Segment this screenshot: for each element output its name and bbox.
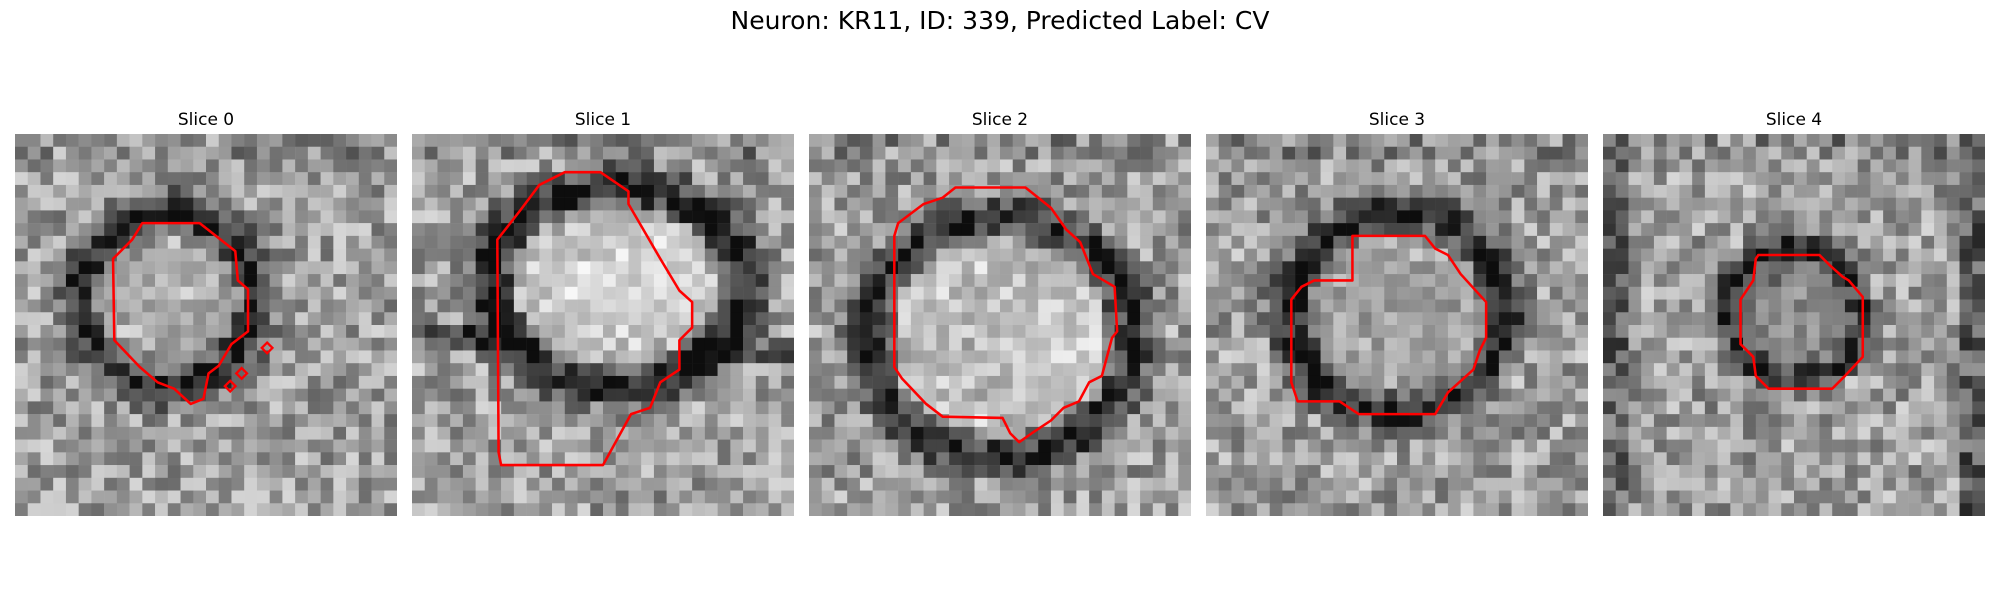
slice-panel-2: Slice 2 <box>809 108 1191 516</box>
pixel-grid <box>15 134 397 516</box>
segmentation-fragment-0 <box>260 340 275 355</box>
segmentation-fragment-2 <box>223 379 238 394</box>
segmentation-contour <box>111 221 250 406</box>
pixel-grid <box>1603 134 1985 516</box>
pixel-grid <box>412 134 794 516</box>
slice-image-4 <box>1603 134 1985 516</box>
slice-image-2 <box>809 134 1191 516</box>
slice-image-1 <box>412 134 794 516</box>
pixel-grid <box>1206 134 1588 516</box>
slice-title-4: Slice 4 <box>1765 110 1823 130</box>
segmentation-contour <box>496 170 694 467</box>
slice-title-2: Slice 2 <box>971 110 1029 130</box>
slice-title-0: Slice 0 <box>177 110 235 130</box>
segmentation-contour <box>1290 234 1488 416</box>
slice-title-3: Slice 3 <box>1368 110 1426 130</box>
slice-title-1: Slice 1 <box>574 110 632 130</box>
slice-panel-0: Slice 0 <box>15 108 397 516</box>
slice-panel-4: Slice 4 <box>1603 108 1985 516</box>
segmentation-fragment-1 <box>234 366 249 381</box>
pixel-grid <box>809 134 1191 516</box>
slice-panel-3: Slice 3 <box>1206 108 1588 516</box>
segmentation-contour <box>1739 253 1865 390</box>
figure-title: Neuron: KR11, ID: 339, Predicted Label: … <box>730 6 1270 35</box>
slice-image-3 <box>1206 134 1588 516</box>
slice-panel-1: Slice 1 <box>412 108 794 516</box>
segmentation-contour <box>893 186 1119 444</box>
slice-image-0 <box>15 134 397 516</box>
